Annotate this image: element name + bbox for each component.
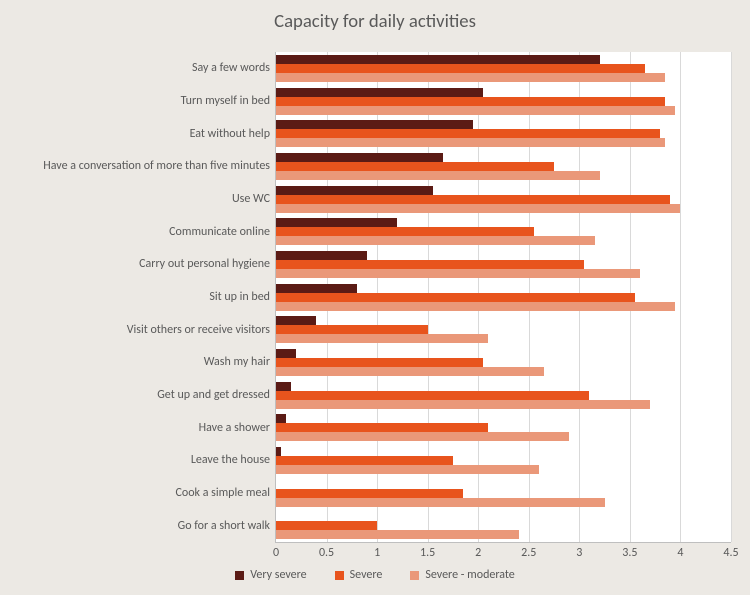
bar	[276, 358, 483, 367]
y-tick-label: Have a shower	[199, 422, 276, 434]
legend-label-severe-moderate: Severe - moderate	[425, 568, 514, 582]
bar	[276, 120, 473, 129]
bar	[276, 55, 600, 64]
bar	[276, 334, 488, 343]
bar	[276, 269, 640, 278]
capacity-chart: Capacity for daily activities 00.511.522…	[0, 0, 750, 595]
y-tick-label: Carry out personal hygiene	[139, 258, 276, 270]
bar	[276, 302, 675, 311]
bar	[276, 64, 645, 73]
bar	[276, 325, 428, 334]
bar	[276, 349, 296, 358]
bar	[276, 138, 665, 147]
bar	[276, 465, 539, 474]
x-tick-label: 1	[374, 542, 380, 560]
bar	[276, 186, 433, 195]
bar	[276, 260, 584, 269]
bar	[276, 432, 569, 441]
y-tick-label: Cook a simple meal	[175, 487, 276, 499]
gridline	[731, 52, 732, 542]
bar	[276, 447, 281, 456]
x-tick-label: 4	[677, 542, 683, 560]
y-tick-label: Eat without help	[190, 128, 276, 140]
bar	[276, 391, 589, 400]
legend-item-very-severe: Very severe	[235, 568, 306, 582]
bar	[276, 204, 680, 213]
bar	[276, 227, 534, 236]
plot-area: 00.511.522.533.544.5Say a few wordsTurn …	[275, 52, 731, 543]
bar	[276, 171, 600, 180]
x-tick-label: 3	[576, 542, 582, 560]
y-tick-label: Get up and get dressed	[157, 389, 276, 401]
bar	[276, 129, 660, 138]
bar	[276, 97, 665, 106]
bar	[276, 498, 605, 507]
bar	[276, 382, 291, 391]
bar	[276, 400, 650, 409]
x-tick-label: 2	[475, 542, 481, 560]
legend-label-severe: Severe	[350, 568, 383, 582]
bar	[276, 106, 675, 115]
bar	[276, 489, 463, 498]
chart-title: Capacity for daily activities	[0, 10, 750, 33]
bar	[276, 284, 357, 293]
y-tick-label: Go for a short walk	[178, 520, 276, 532]
y-tick-label: Have a conversation of more than five mi…	[43, 160, 276, 172]
y-tick-label: Communicate online	[169, 226, 276, 238]
bar	[276, 456, 453, 465]
legend-swatch-severe-moderate	[410, 571, 419, 580]
legend-item-severe-moderate: Severe - moderate	[410, 568, 514, 582]
bar	[276, 414, 286, 423]
legend: Very severe Severe Severe - moderate	[0, 568, 750, 582]
bar	[276, 218, 397, 227]
x-tick-label: 0.5	[319, 542, 334, 560]
y-tick-label: Say a few words	[192, 62, 276, 74]
bar	[276, 73, 665, 82]
legend-item-severe: Severe	[335, 568, 383, 582]
x-tick-label: 3.5	[622, 542, 637, 560]
bar	[276, 88, 483, 97]
bar	[276, 162, 554, 171]
bar	[276, 316, 316, 325]
legend-label-very-severe: Very severe	[250, 568, 306, 582]
bar	[276, 530, 519, 539]
bar	[276, 521, 377, 530]
bar	[276, 153, 443, 162]
y-tick-label: Sit up in bed	[209, 291, 276, 303]
bar	[276, 195, 670, 204]
x-tick-label: 0	[273, 542, 279, 560]
bar	[276, 293, 635, 302]
y-tick-label: Visit others or receive visitors	[127, 324, 276, 336]
bar	[276, 423, 488, 432]
gridline	[680, 52, 681, 542]
x-tick-label: 1.5	[420, 542, 435, 560]
y-tick-label: Wash my hair	[204, 356, 276, 368]
x-tick-label: 2.5	[521, 542, 536, 560]
bar	[276, 236, 595, 245]
y-tick-label: Use WC	[232, 193, 276, 205]
legend-swatch-severe	[335, 571, 344, 580]
legend-swatch-very-severe	[235, 571, 244, 580]
x-tick-label: 4.5	[723, 542, 738, 560]
y-tick-label: Turn myself in bed	[181, 95, 276, 107]
bar	[276, 367, 544, 376]
y-tick-label: Leave the house	[191, 454, 276, 466]
bar	[276, 251, 367, 260]
